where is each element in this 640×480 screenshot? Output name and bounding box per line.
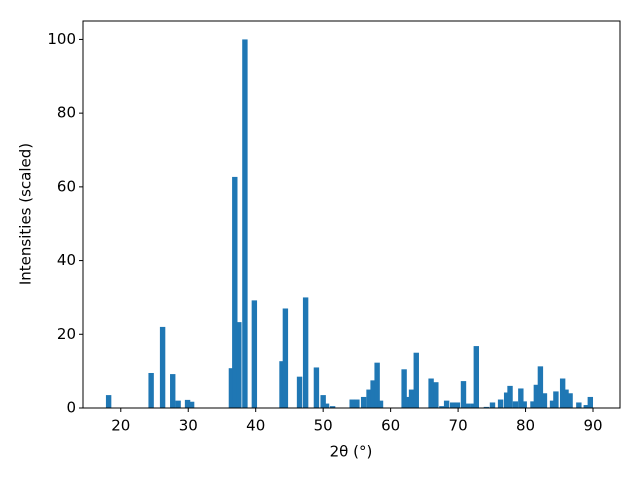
bar <box>170 374 176 408</box>
bar <box>497 399 504 408</box>
bar <box>366 389 372 408</box>
bar <box>184 399 191 408</box>
y-axis-label: Intensities (scaled) <box>17 143 35 285</box>
bar <box>433 382 439 408</box>
bar <box>313 367 320 408</box>
bar <box>567 393 573 408</box>
bar <box>530 401 536 408</box>
bar <box>148 372 154 408</box>
bar <box>553 391 559 408</box>
bar <box>489 402 496 408</box>
bar <box>370 380 376 408</box>
bar <box>518 388 524 408</box>
bar <box>236 322 242 408</box>
bar <box>465 403 471 408</box>
bar <box>439 406 445 408</box>
bar <box>483 406 490 408</box>
bar <box>549 400 556 408</box>
bar <box>374 362 380 408</box>
bar <box>401 369 407 408</box>
x-tick-label: 70 <box>449 417 468 435</box>
y-tick-label: 100 <box>47 30 76 48</box>
bar <box>408 389 415 408</box>
bar <box>521 401 527 408</box>
bar <box>537 366 544 408</box>
bar <box>302 297 309 408</box>
bar <box>405 396 411 408</box>
bar <box>329 406 336 408</box>
x-tick-label: 50 <box>314 417 333 435</box>
x-tick-label: 90 <box>583 417 602 435</box>
bar <box>541 393 548 408</box>
bar <box>559 378 566 408</box>
bar <box>282 308 289 408</box>
bar <box>228 368 235 408</box>
bar <box>533 384 540 408</box>
plot-frame <box>82 20 621 409</box>
bar <box>443 400 450 408</box>
bar <box>428 378 434 408</box>
bar <box>320 395 326 408</box>
y-tick-label: 0 <box>66 399 76 417</box>
bar <box>512 401 519 408</box>
x-tick-label: 80 <box>516 417 535 435</box>
bar <box>175 400 181 408</box>
bar <box>563 389 569 408</box>
bar <box>159 326 166 408</box>
bar <box>279 361 285 408</box>
y-tick-label: 80 <box>57 104 76 122</box>
bar <box>105 395 112 408</box>
bar <box>242 39 248 409</box>
y-tick-label: 20 <box>57 325 76 343</box>
bar <box>507 385 513 408</box>
x-axis-label: 2θ (°) <box>330 443 373 461</box>
bar <box>251 300 258 408</box>
bar <box>232 176 238 408</box>
bar <box>377 400 384 408</box>
bar <box>349 399 355 408</box>
y-tick-label: 40 <box>57 251 76 269</box>
x-tick-label: 20 <box>111 417 130 435</box>
y-tick-label: 60 <box>57 177 76 195</box>
bar <box>296 376 303 408</box>
bar <box>449 402 456 408</box>
x-tick-label: 60 <box>381 417 400 435</box>
bar <box>323 403 330 408</box>
bar <box>454 402 461 408</box>
bar <box>503 392 510 408</box>
bar <box>587 396 594 408</box>
x-tick-label: 30 <box>179 417 198 435</box>
bar <box>354 399 360 408</box>
bar <box>473 346 480 408</box>
bar <box>413 352 419 408</box>
bar <box>360 396 367 408</box>
bar <box>460 381 467 408</box>
x-tick-label: 40 <box>246 417 265 435</box>
bar <box>576 402 582 408</box>
bar <box>583 405 589 408</box>
bar <box>188 401 195 408</box>
